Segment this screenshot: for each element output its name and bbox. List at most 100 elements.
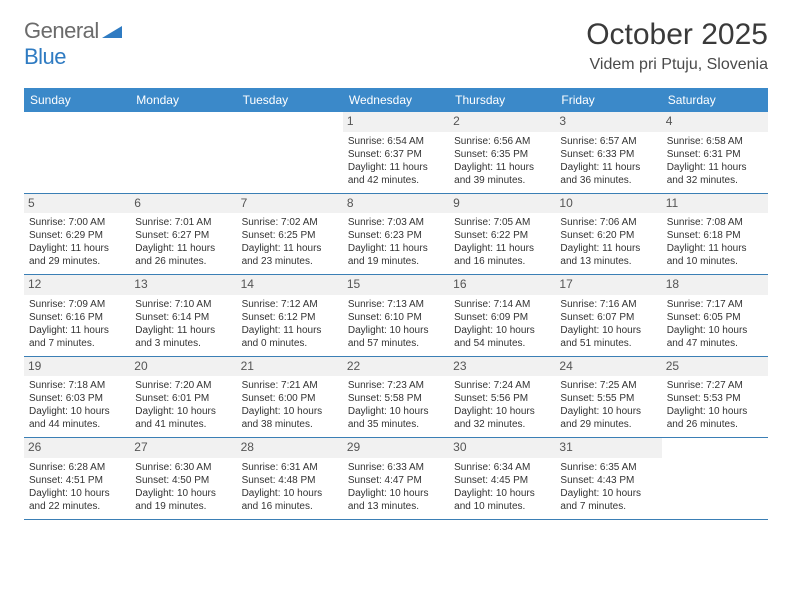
daylight-text: Daylight: 11 hours and 36 minutes. — [560, 161, 656, 187]
sunset-text: Sunset: 5:56 PM — [454, 392, 550, 405]
calendar-week: 19Sunrise: 7:18 AMSunset: 6:03 PMDayligh… — [24, 357, 768, 439]
calendar-cell: 26Sunrise: 6:28 AMSunset: 4:51 PMDayligh… — [24, 438, 130, 519]
sunrise-text: Sunrise: 7:06 AM — [560, 216, 656, 229]
day-number: 5 — [24, 194, 130, 214]
sunrise-text: Sunrise: 7:14 AM — [454, 298, 550, 311]
daylight-text: Daylight: 11 hours and 0 minutes. — [242, 324, 338, 350]
day-number: 12 — [24, 275, 130, 295]
sunrise-text: Sunrise: 6:30 AM — [135, 461, 231, 474]
sunset-text: Sunset: 6:29 PM — [29, 229, 125, 242]
day-number: 15 — [343, 275, 449, 295]
sunrise-text: Sunrise: 7:01 AM — [135, 216, 231, 229]
calendar-cell — [24, 112, 130, 193]
daylight-text: Daylight: 10 hours and 29 minutes. — [560, 405, 656, 431]
sunset-text: Sunset: 6:35 PM — [454, 148, 550, 161]
sunrise-text: Sunrise: 6:28 AM — [29, 461, 125, 474]
sunrise-text: Sunrise: 7:08 AM — [667, 216, 763, 229]
calendar-cell: 31Sunrise: 6:35 AMSunset: 4:43 PMDayligh… — [555, 438, 661, 519]
day-number: 16 — [449, 275, 555, 295]
sunrise-text: Sunrise: 7:00 AM — [29, 216, 125, 229]
day-number: 25 — [662, 357, 768, 377]
sunrise-text: Sunrise: 7:21 AM — [242, 379, 338, 392]
calendar-week: 5 Sunrise: 7:00 AMSunset: 6:29 PM Daylight… — [24, 194, 768, 276]
sunset-text: Sunset: 6:10 PM — [348, 311, 444, 324]
day-number: 11 — [662, 194, 768, 214]
daylight-text: Daylight: 10 hours and 32 minutes. — [454, 405, 550, 431]
weekday-thursday: Thursday — [449, 88, 555, 112]
sunset-text: Sunset: 6:18 PM — [667, 229, 763, 242]
day-number: 13 — [130, 275, 236, 295]
sunrise-text: Sunrise: 7:12 AM — [242, 298, 338, 311]
calendar-cell: 24Sunrise: 7:25 AMSunset: 5:55 PMDayligh… — [555, 357, 661, 438]
calendar-cell — [130, 112, 236, 193]
daylight-text: Daylight: 10 hours and 7 minutes. — [560, 487, 656, 513]
sunrise-text: Sunrise: 7:10 AM — [135, 298, 231, 311]
calendar-cell: 18Sunrise: 7:17 AMSunset: 6:05 PMDayligh… — [662, 275, 768, 356]
daylight-text: Daylight: 10 hours and 44 minutes. — [29, 405, 125, 431]
sunset-text: Sunset: 6:22 PM — [454, 229, 550, 242]
day-number: 26 — [24, 438, 130, 458]
daylight-text: Daylight: 10 hours and 10 minutes. — [454, 487, 550, 513]
calendar-cell: 29Sunrise: 6:33 AMSunset: 4:47 PMDayligh… — [343, 438, 449, 519]
sunset-text: Sunset: 6:14 PM — [135, 311, 231, 324]
sunset-text: Sunset: 4:51 PM — [29, 474, 125, 487]
sunrise-text: Sunrise: 7:13 AM — [348, 298, 444, 311]
sunset-text: Sunset: 4:45 PM — [454, 474, 550, 487]
daylight-text: Daylight: 11 hours and 16 minutes. — [454, 242, 550, 268]
sunset-text: Sunset: 6:20 PM — [560, 229, 656, 242]
sunrise-text: Sunrise: 7:27 AM — [667, 379, 763, 392]
daylight-text: Daylight: 11 hours and 7 minutes. — [29, 324, 125, 350]
daylight-text: Daylight: 11 hours and 42 minutes. — [348, 161, 444, 187]
sunset-text: Sunset: 6:12 PM — [242, 311, 338, 324]
daylight-text: Daylight: 11 hours and 10 minutes. — [667, 242, 763, 268]
calendar-cell: 13 Sunrise: 7:10 AMSunset: 6:14 PMDayligh… — [130, 275, 236, 356]
sunset-text: Sunset: 4:43 PM — [560, 474, 656, 487]
daylight-text: Daylight: 11 hours and 39 minutes. — [454, 161, 550, 187]
sunset-text: Sunset: 5:58 PM — [348, 392, 444, 405]
sunrise-text: Sunrise: 7:05 AM — [454, 216, 550, 229]
sunrise-text: Sunrise: 7:02 AM — [242, 216, 338, 229]
daylight-text: Daylight: 11 hours and 32 minutes. — [667, 161, 763, 187]
weekday-tuesday: Tuesday — [237, 88, 343, 112]
calendar-cell: 27Sunrise: 6:30 AMSunset: 4:50 PMDayligh… — [130, 438, 236, 519]
calendar-cell: 4Sunrise: 6:58 AMSunset: 6:31 PMDaylight… — [662, 112, 768, 193]
header: General Blue October 2025 Videm pri Ptuj… — [24, 18, 768, 74]
day-number: 28 — [237, 438, 343, 458]
logo-text-general: General — [24, 18, 99, 43]
sunset-text: Sunset: 6:16 PM — [29, 311, 125, 324]
sunset-text: Sunset: 4:50 PM — [135, 474, 231, 487]
sunset-text: Sunset: 6:37 PM — [348, 148, 444, 161]
calendar-cell: 17Sunrise: 7:16 AMSunset: 6:07 PMDayligh… — [555, 275, 661, 356]
day-number: 23 — [449, 357, 555, 377]
sunset-text: Sunset: 6:05 PM — [667, 311, 763, 324]
daylight-text: Daylight: 10 hours and 54 minutes. — [454, 324, 550, 350]
day-number: 29 — [343, 438, 449, 458]
calendar-cell: 11 Sunrise: 7:08 AMSunset: 6:18 PMDayligh… — [662, 194, 768, 275]
day-number: 27 — [130, 438, 236, 458]
sunset-text: Sunset: 6:23 PM — [348, 229, 444, 242]
calendar-cell: 1Sunrise: 6:54 AMSunset: 6:37 PMDaylight… — [343, 112, 449, 193]
sunset-text: Sunset: 6:00 PM — [242, 392, 338, 405]
sunset-text: Sunset: 6:07 PM — [560, 311, 656, 324]
day-number: 8 — [343, 194, 449, 214]
daylight-text: Daylight: 11 hours and 3 minutes. — [135, 324, 231, 350]
daylight-text: Daylight: 10 hours and 35 minutes. — [348, 405, 444, 431]
day-number: 14 — [237, 275, 343, 295]
calendar-week: 26 Sunrise: 6:28 AMSunset: 4:51 PM Dayligh… — [24, 438, 768, 520]
daylight-text: Daylight: 11 hours and 19 minutes. — [348, 242, 444, 268]
calendar-cell: 12Sunrise: 7:09 AMSunset: 6:16 PMDayligh… — [24, 275, 130, 356]
calendar-cell: 9Sunrise: 7:05 AMSunset: 6:22 PMDaylight… — [449, 194, 555, 275]
calendar-cell: 19Sunrise: 7:18 AMSunset: 6:03 PMDayligh… — [24, 357, 130, 438]
sunrise-text: Sunrise: 6:33 AM — [348, 461, 444, 474]
calendar-cell: 3Sunrise: 6:57 AMSunset: 6:33 PMDaylight… — [555, 112, 661, 193]
title-block: October 2025 Videm pri Ptuju, Slovenia — [586, 18, 768, 74]
daylight-text: Daylight: 10 hours and 26 minutes. — [667, 405, 763, 431]
day-number: 1 — [343, 112, 449, 132]
calendar-cell: 21Sunrise: 7:21 AMSunset: 6:00 PMDayligh… — [237, 357, 343, 438]
sunset-text: Sunset: 6:25 PM — [242, 229, 338, 242]
calendar-cell: 14 Sunrise: 7:12 AMSunset: 6:12 PMDayligh… — [237, 275, 343, 356]
sunset-text: Sunset: 6:03 PM — [29, 392, 125, 405]
sunrise-text: Sunrise: 6:31 AM — [242, 461, 338, 474]
daylight-text: Daylight: 10 hours and 57 minutes. — [348, 324, 444, 350]
calendar-cell: 2Sunrise: 6:56 AMSunset: 6:35 PMDaylight… — [449, 112, 555, 193]
